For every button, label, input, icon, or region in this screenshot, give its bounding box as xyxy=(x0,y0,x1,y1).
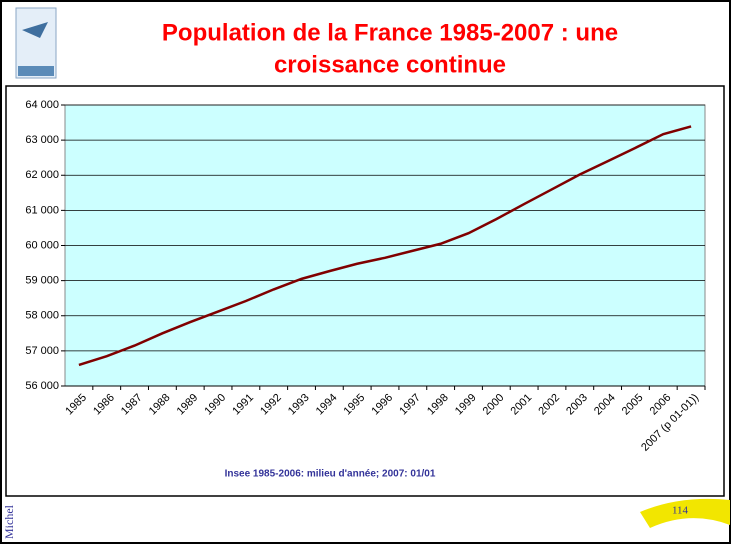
data-line xyxy=(78,125,692,367)
source-note: Insee 1985-2006: milieu d'année; 2007: 0… xyxy=(225,469,436,480)
y-tick-label: 57 000 xyxy=(25,345,59,357)
chart-title-line2: croissance continue xyxy=(274,51,506,78)
page-number: 114 xyxy=(672,505,689,517)
y-tick-label: 64 000 xyxy=(25,99,59,111)
logo-mark xyxy=(22,22,48,38)
swoosh xyxy=(640,498,730,528)
author: Michel xyxy=(2,504,16,539)
y-tick-label: 56 000 xyxy=(25,380,59,392)
y-tick-label: 58 000 xyxy=(25,310,59,322)
y-tick-label: 60 000 xyxy=(25,239,59,251)
y-tick-label: 63 000 xyxy=(25,134,59,146)
logo-band xyxy=(18,66,54,76)
chart-frame xyxy=(5,85,725,497)
y-tick-label: 59 000 xyxy=(25,275,59,287)
y-tick-label: 62 000 xyxy=(25,169,59,181)
chart-title: Population de la France 1985-2007 : une xyxy=(162,19,618,46)
y-tick-label: 61 000 xyxy=(25,204,59,216)
